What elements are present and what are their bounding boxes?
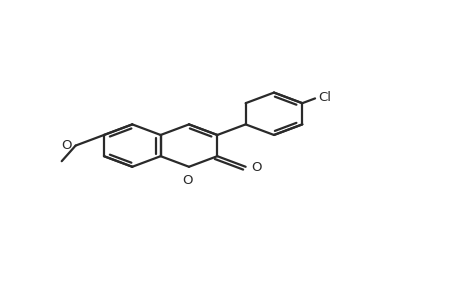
Text: O: O <box>181 174 192 187</box>
Text: O: O <box>62 139 72 152</box>
Text: Cl: Cl <box>317 91 330 104</box>
Text: O: O <box>251 161 261 175</box>
